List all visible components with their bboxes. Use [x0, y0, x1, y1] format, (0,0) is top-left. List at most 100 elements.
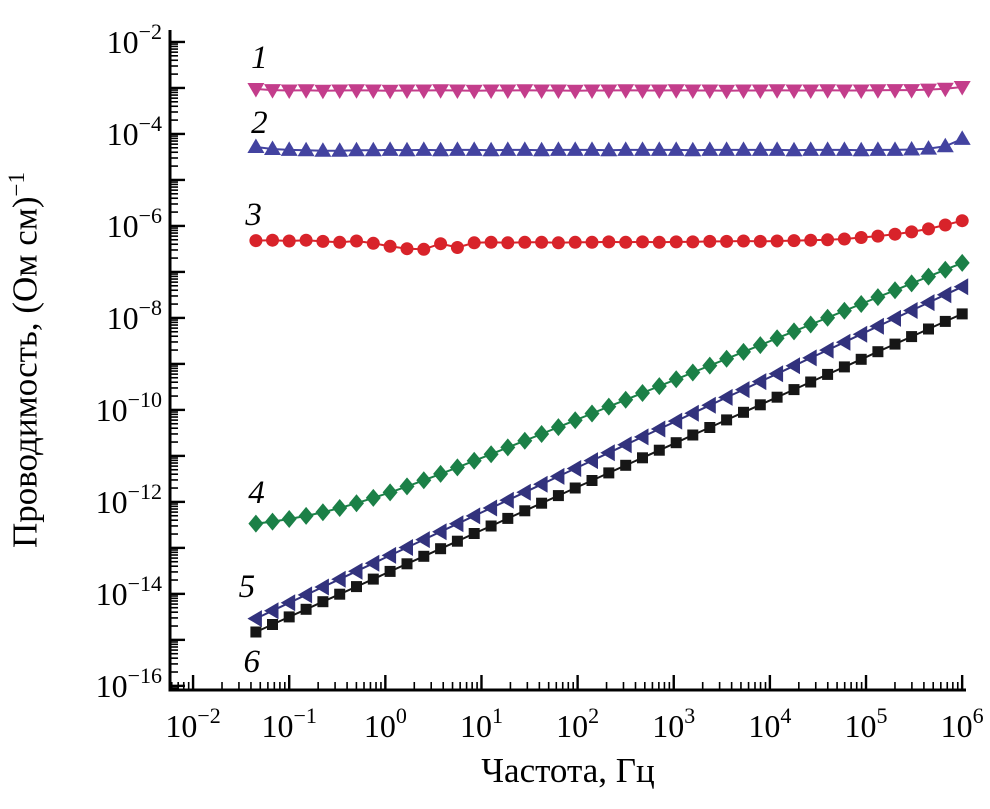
diamond-marker [803, 315, 819, 334]
triangle-down-marker [600, 84, 618, 99]
y-tick-label: 10−8 [107, 295, 162, 336]
triangle-down-marker [903, 84, 921, 99]
square-marker [384, 565, 396, 577]
triangle-up-marker [920, 140, 937, 155]
triangle-up-marker [701, 141, 719, 156]
diamond-marker [937, 260, 953, 279]
x-tick-label: 102 [556, 703, 599, 744]
x-tick-label: 10−1 [261, 703, 316, 744]
square-marker [822, 368, 834, 380]
diamond-marker [921, 267, 936, 286]
triangle-left-marker [499, 491, 514, 509]
diamond-marker [719, 349, 735, 368]
circle-marker [854, 231, 868, 244]
triangle-down-marker [549, 84, 567, 99]
triangle-left-marker [600, 444, 615, 462]
triangle-down-marker [953, 81, 971, 96]
x-tick-label: 103 [652, 703, 695, 744]
diamond-marker [668, 370, 684, 389]
triangle-up-marker [768, 141, 786, 156]
square-marker [283, 611, 295, 623]
square-marker [250, 626, 262, 638]
triangle-up-marker [617, 141, 635, 156]
diamond-marker [786, 322, 802, 341]
curve-label-6: 6 [243, 644, 260, 680]
y-axis-title: Проводимость, (Ом см)−1 [4, 30, 48, 690]
triangle-down-marker [398, 84, 416, 99]
diamond-marker [365, 488, 381, 507]
triangle-left-marker [735, 381, 750, 399]
circle-marker [350, 234, 363, 248]
y-tick-label: 10−16 [96, 663, 162, 704]
square-marker [603, 467, 615, 479]
diamond-marker [500, 438, 516, 457]
circle-marker [737, 234, 750, 248]
circle-marker [249, 234, 263, 248]
circle-marker [938, 218, 952, 232]
triangle-up-marker [751, 141, 769, 156]
triangle-left-marker [886, 309, 901, 327]
diamond-marker [635, 384, 650, 402]
y-axis-title-text: Проводимость, (Ом см) [5, 196, 45, 549]
diamond-marker [769, 329, 785, 348]
triangle-down-marker [566, 84, 584, 100]
diamond-marker [265, 512, 280, 531]
triangle-down-marker [516, 84, 534, 99]
square-marker [334, 588, 346, 600]
square-marker [939, 315, 951, 327]
triangle-up-marker [465, 141, 483, 156]
circle-marker [316, 234, 330, 248]
diamond-marker [349, 494, 364, 513]
triangle-up-marker [297, 141, 315, 157]
triangle-left-marker [617, 436, 632, 454]
diamond-marker [601, 397, 617, 416]
square-marker [586, 475, 598, 486]
circle-marker [753, 234, 767, 248]
triangle-up-marker [364, 141, 382, 157]
triangle-down-marker [718, 84, 736, 100]
triangle-down-marker [684, 84, 702, 99]
square-marker [418, 550, 430, 562]
triangle-down-marker [415, 84, 433, 99]
square-marker [620, 459, 632, 471]
circle-marker [703, 234, 717, 248]
square-marker [670, 437, 682, 449]
x-tick-label: 104 [748, 703, 791, 744]
triangle-down-marker [583, 84, 601, 99]
square-marker [536, 497, 548, 509]
diamond-marker [315, 503, 331, 522]
triangle-down-marker [886, 84, 904, 99]
triangle-up-marker [516, 141, 534, 156]
triangle-down-marker [331, 84, 349, 99]
diamond-marker [651, 377, 667, 396]
triangle-left-marker [549, 467, 565, 485]
triangle-up-marker [903, 141, 921, 156]
diamond-marker [466, 451, 482, 470]
triangle-up-marker [533, 141, 551, 157]
diamond-marker [382, 483, 398, 502]
diamond-marker [887, 281, 903, 300]
diamond-marker [904, 274, 920, 293]
circle-marker [518, 235, 532, 249]
triangle-up-marker [482, 141, 500, 157]
triangle-down-marker [432, 84, 450, 99]
square-marker [838, 361, 850, 373]
series-2 [247, 130, 971, 157]
diamond-marker [550, 418, 566, 437]
triangle-down-marker [348, 84, 365, 99]
square-marker [872, 346, 884, 358]
triangle-up-marker [264, 140, 281, 155]
square-marker [889, 338, 901, 350]
x-axis-title: Частота, Гц [481, 751, 655, 790]
triangle-up-marker [819, 141, 837, 156]
triangle-left-marker [903, 302, 918, 319]
triangle-left-marker [465, 507, 481, 525]
triangle-down-marker [920, 83, 937, 99]
series-4 [248, 253, 970, 533]
triangle-up-marker [735, 141, 752, 156]
triangle-up-marker [398, 141, 416, 157]
circle-marker [804, 233, 818, 247]
circle-marker [787, 234, 801, 248]
circle-marker [922, 222, 935, 236]
triangle-down-marker [280, 84, 298, 99]
